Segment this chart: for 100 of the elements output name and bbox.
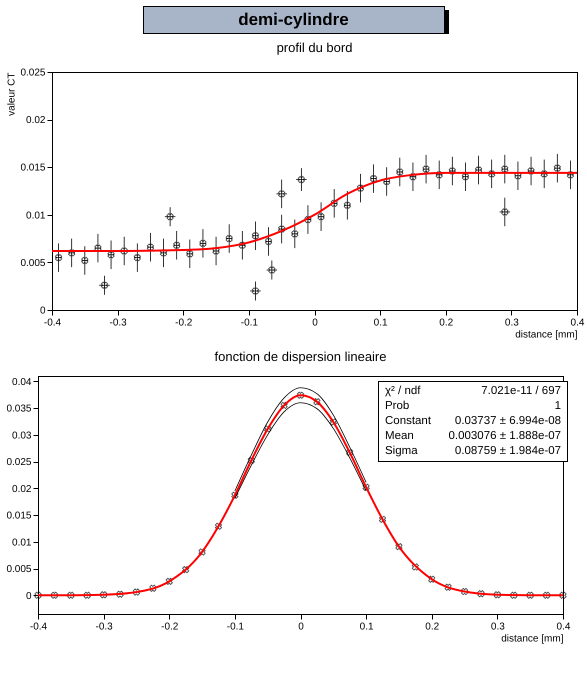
x-tick-label: 0.1 xyxy=(360,622,374,632)
y-tick-label: 0 xyxy=(40,306,46,316)
y-axis-title: valeur CT xyxy=(6,72,18,116)
point xyxy=(231,492,238,499)
statistics-box: χ² / ndf 7.021e-11 / 697 Prob 1 Constant 0.03737 ± 6.994e-08 Mean 0.003076 ± 1.888e-07 Sigma 0.08759 ± 1.984e-07 xyxy=(378,381,568,462)
point xyxy=(264,425,272,433)
point xyxy=(488,170,496,178)
point xyxy=(317,213,325,220)
point xyxy=(278,190,286,198)
point xyxy=(34,592,42,599)
point xyxy=(409,173,417,180)
point xyxy=(428,576,436,583)
point xyxy=(298,176,305,184)
y-tick-label: 0.025 xyxy=(20,68,46,78)
point xyxy=(304,216,312,224)
point xyxy=(68,249,76,256)
point xyxy=(226,235,233,242)
x-tick-label: -0.3 xyxy=(110,318,128,328)
point xyxy=(54,254,62,262)
point xyxy=(252,287,260,295)
x-tick-label: 0.2 xyxy=(425,622,440,632)
point xyxy=(543,592,550,599)
point xyxy=(166,578,173,585)
point xyxy=(107,251,115,258)
chart-title: demi-cylindre xyxy=(142,6,444,34)
point xyxy=(554,164,561,172)
point xyxy=(566,171,574,178)
point xyxy=(100,282,108,289)
y-tick-label: 0.015 xyxy=(20,162,46,174)
point xyxy=(296,392,304,399)
point xyxy=(313,398,320,406)
point xyxy=(540,170,548,178)
point xyxy=(444,584,452,591)
point xyxy=(198,548,206,556)
y-tick-label: 0.01 xyxy=(12,537,32,548)
x-tick-label: -0.1 xyxy=(240,318,258,328)
point xyxy=(268,266,276,274)
point xyxy=(84,592,91,599)
x-tick-label: 0.1 xyxy=(374,318,388,328)
point xyxy=(248,456,255,464)
x-tick-label: -0.4 xyxy=(44,318,62,328)
point xyxy=(362,484,370,491)
point xyxy=(330,418,337,426)
point xyxy=(173,242,180,249)
x-axis-title: distance [mm] xyxy=(501,634,564,644)
y-tick-label: 0.015 xyxy=(6,510,32,522)
y-tick-label: 0.005 xyxy=(6,564,32,576)
point xyxy=(477,590,485,598)
y-tick-label: 0.02 xyxy=(26,115,46,126)
x-tick-label: 0.3 xyxy=(504,318,520,328)
chart-title: fonction de dispersion lineaire xyxy=(214,349,386,364)
x-tick-label: -0.1 xyxy=(226,622,244,632)
point xyxy=(252,232,260,240)
point xyxy=(182,566,190,574)
point xyxy=(132,588,140,596)
x-axis-title: distance [mm] xyxy=(515,330,578,340)
x-tick-label: 0.4 xyxy=(556,622,571,632)
y-tick-label: 0.005 xyxy=(20,258,46,269)
point xyxy=(436,171,443,178)
point xyxy=(291,230,298,238)
x-tick-label: 0.4 xyxy=(570,318,585,328)
point xyxy=(448,167,456,175)
point xyxy=(370,175,378,182)
point xyxy=(116,590,124,598)
point xyxy=(67,592,74,599)
x-tick-label: -0.4 xyxy=(30,622,48,632)
x-tick-label: -0.3 xyxy=(96,622,114,632)
y-tick-label: 0.025 xyxy=(6,457,32,468)
point xyxy=(146,244,154,251)
point xyxy=(238,242,246,249)
y-tick-label: 0.03 xyxy=(12,430,32,442)
x-tick-label: -0.2 xyxy=(175,318,193,328)
point xyxy=(166,213,174,220)
point xyxy=(356,184,364,192)
point xyxy=(120,247,128,255)
point xyxy=(149,584,156,592)
x-tick-label: -0.2 xyxy=(161,622,179,632)
point xyxy=(100,591,108,598)
point xyxy=(510,592,518,599)
point xyxy=(280,402,288,409)
point xyxy=(462,173,470,180)
point xyxy=(346,448,354,456)
x-tick-label: 0 xyxy=(298,622,304,632)
point xyxy=(186,250,194,258)
point xyxy=(264,238,272,246)
point xyxy=(396,168,404,176)
point xyxy=(501,208,508,216)
point xyxy=(559,592,567,599)
point xyxy=(395,543,403,550)
point xyxy=(422,166,430,173)
y-tick-label: 0.035 xyxy=(6,404,32,415)
point xyxy=(344,202,351,209)
x-tick-label: 0.3 xyxy=(490,622,506,632)
y-tick-label: 0.04 xyxy=(12,376,32,388)
chart-subtitle: profil du bord xyxy=(276,40,352,55)
point xyxy=(526,592,534,599)
point xyxy=(527,167,535,175)
point xyxy=(199,240,207,247)
point xyxy=(460,588,468,596)
point xyxy=(81,256,88,264)
